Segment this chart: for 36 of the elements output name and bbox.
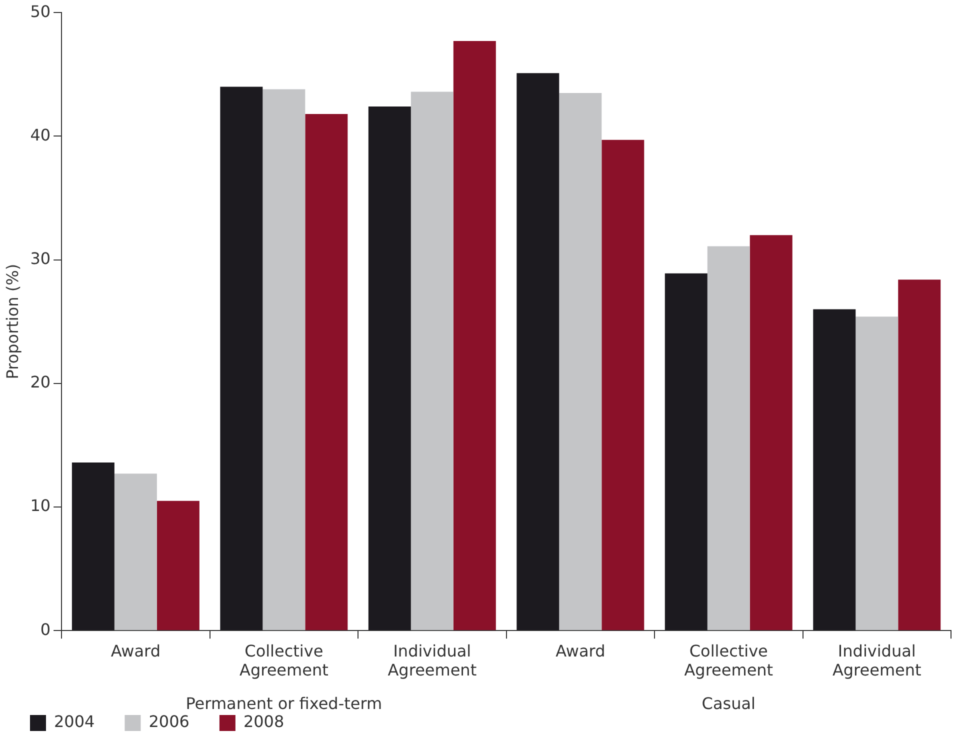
- y-tick-label: 50: [30, 2, 51, 21]
- x-tick-label: Individual Agreement: [832, 641, 922, 680]
- bar: [707, 246, 750, 630]
- x-tick-label: Collective Agreement: [684, 641, 774, 680]
- bar: [664, 273, 708, 630]
- y-tick-label: 40: [30, 125, 51, 144]
- bar: [114, 474, 157, 630]
- bar: [305, 114, 348, 630]
- legend-label: 2004: [54, 712, 95, 732]
- bar: [602, 140, 644, 630]
- text: Casual: [702, 694, 756, 713]
- bar: [410, 92, 454, 630]
- legend-label: 2008: [243, 712, 284, 732]
- x-tick-label: Collective Agreement: [239, 641, 328, 680]
- bar: [156, 500, 200, 630]
- legend-label: 2006: [148, 712, 190, 732]
- x-tick-label: Award: [556, 641, 606, 660]
- x-tick-label: Award: [110, 641, 160, 660]
- bar: [453, 41, 496, 630]
- bar: [220, 86, 263, 630]
- bar: [856, 316, 898, 630]
- bar: [72, 462, 114, 630]
- bar: [368, 106, 411, 630]
- bar: [898, 280, 941, 630]
- y-tick-label: 20: [30, 372, 51, 392]
- bar: [516, 73, 560, 630]
- x-tick-label: Individual Agreement: [388, 641, 477, 680]
- bar: [559, 92, 602, 630]
- bar: [262, 89, 306, 630]
- y-tick-label: 0: [40, 620, 51, 639]
- bar: [750, 235, 792, 630]
- text: Permanent or fixed-term: [186, 694, 382, 713]
- bar: [813, 309, 856, 630]
- y-axis-title: Proportion (%): [2, 264, 22, 380]
- y-tick-label: 10: [30, 496, 51, 516]
- y-tick-label: 30: [30, 248, 51, 268]
